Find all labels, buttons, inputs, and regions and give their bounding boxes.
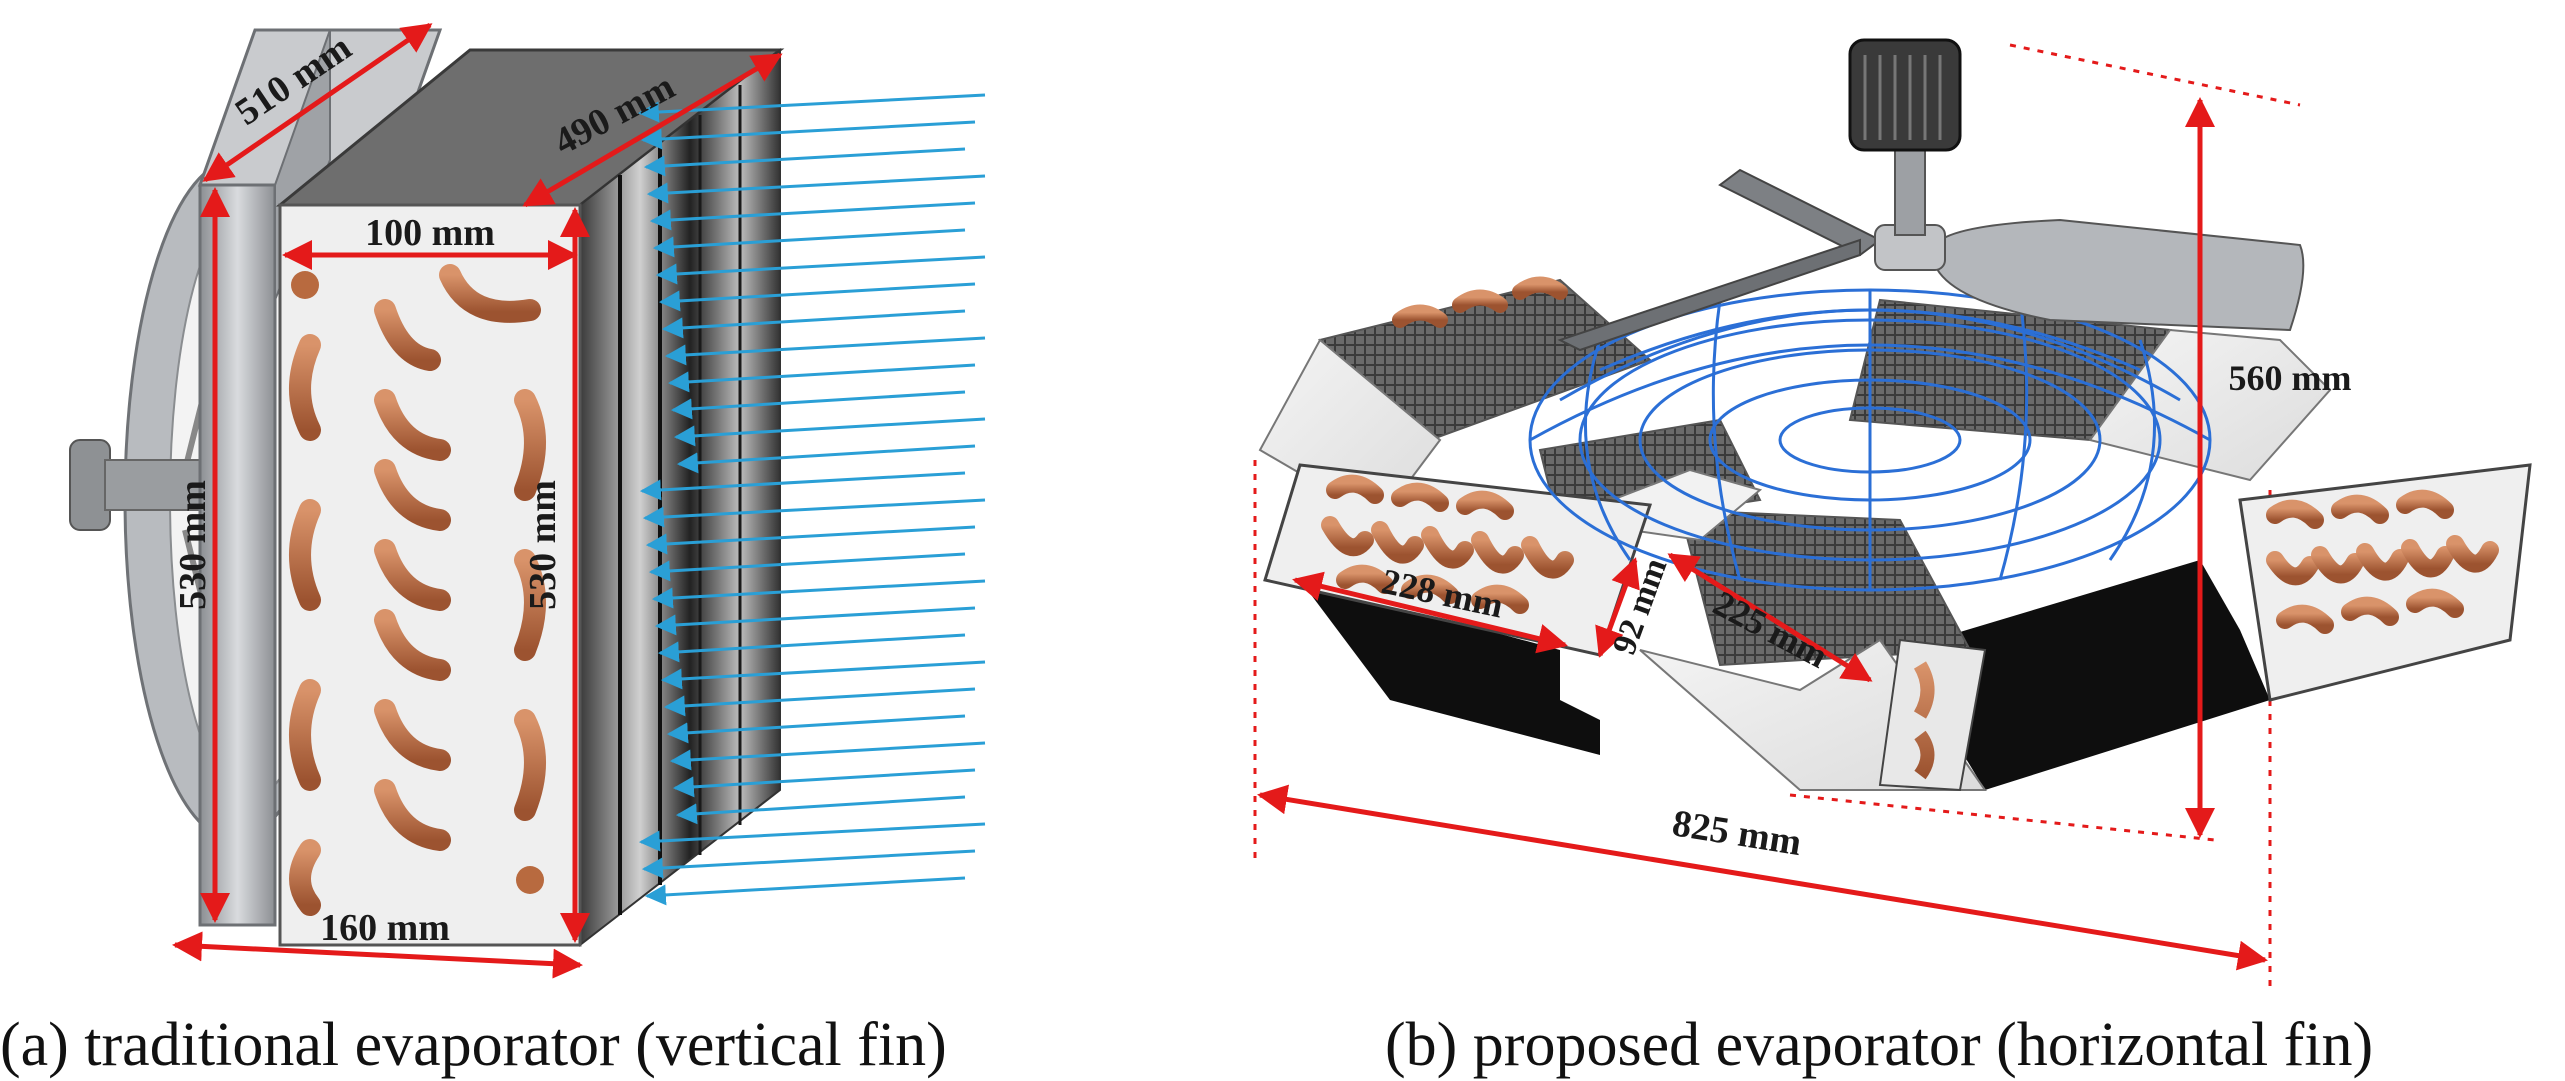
airflow-arrow (641, 849, 976, 879)
copper-u-bends (289, 264, 546, 916)
airflow-arrow (654, 606, 976, 636)
airflow-arrow (639, 471, 966, 501)
panel-a-dimension-lines (172, 22, 783, 979)
airflow-arrow (658, 282, 976, 312)
airflow-arrow (661, 309, 966, 339)
traditional-evaporator-drawing: 510 mm 490 mm 100 mm 530 mm 530 mm 160 m… (69, 22, 986, 979)
caption-panel-b: (b) proposed evaporator (horizontal fin) (1385, 1011, 2374, 1079)
panel-b-dimension-lines (1257, 97, 2268, 971)
fan-motor (1848, 38, 1962, 152)
airflow-arrow (673, 417, 986, 447)
airflow-arrow (648, 552, 966, 582)
coil-face-right (2238, 463, 2532, 702)
label-diameter-825: 825 mm (1669, 802, 1804, 864)
label-height-560: 560 mm (2229, 358, 2352, 398)
airflow-arrow (663, 687, 976, 717)
airflow-arrow (642, 498, 986, 528)
airflow-arrow (652, 228, 966, 258)
caption-panel-a: (a) traditional evaporator (vertical fin… (0, 1011, 947, 1079)
airflow-arrow (667, 363, 976, 393)
airflow-arrow (655, 255, 986, 285)
airflow-arrow (644, 876, 966, 906)
airflow-arrow (672, 768, 976, 798)
airflow-arrow (649, 201, 976, 231)
airflow-arrow (660, 660, 986, 690)
label-base-width-160: 160 mm (320, 907, 450, 949)
airflow-arrow (664, 336, 986, 366)
proposed-evaporator-drawing: 560 mm 228 mm 92 mm 225 mm 825 mm (1253, 38, 2532, 990)
airflow-arrow (645, 525, 976, 555)
airflow-arrow (657, 633, 966, 663)
airflow-arrow (676, 444, 976, 474)
airflow-arrow (638, 822, 986, 852)
coil-face-center (1878, 638, 1987, 792)
airflow-arrow (651, 579, 986, 609)
label-front-width-100: 100 mm (365, 212, 495, 254)
airflow-arrow (669, 741, 986, 771)
airflow-arrow (675, 795, 966, 825)
label-coil-height-530: 530 mm (522, 480, 564, 610)
airflow-arrow (666, 714, 966, 744)
label-fan-height-530: 530 mm (172, 480, 214, 610)
fan-assembly (1557, 38, 2305, 352)
airflow-arrow (670, 390, 966, 420)
